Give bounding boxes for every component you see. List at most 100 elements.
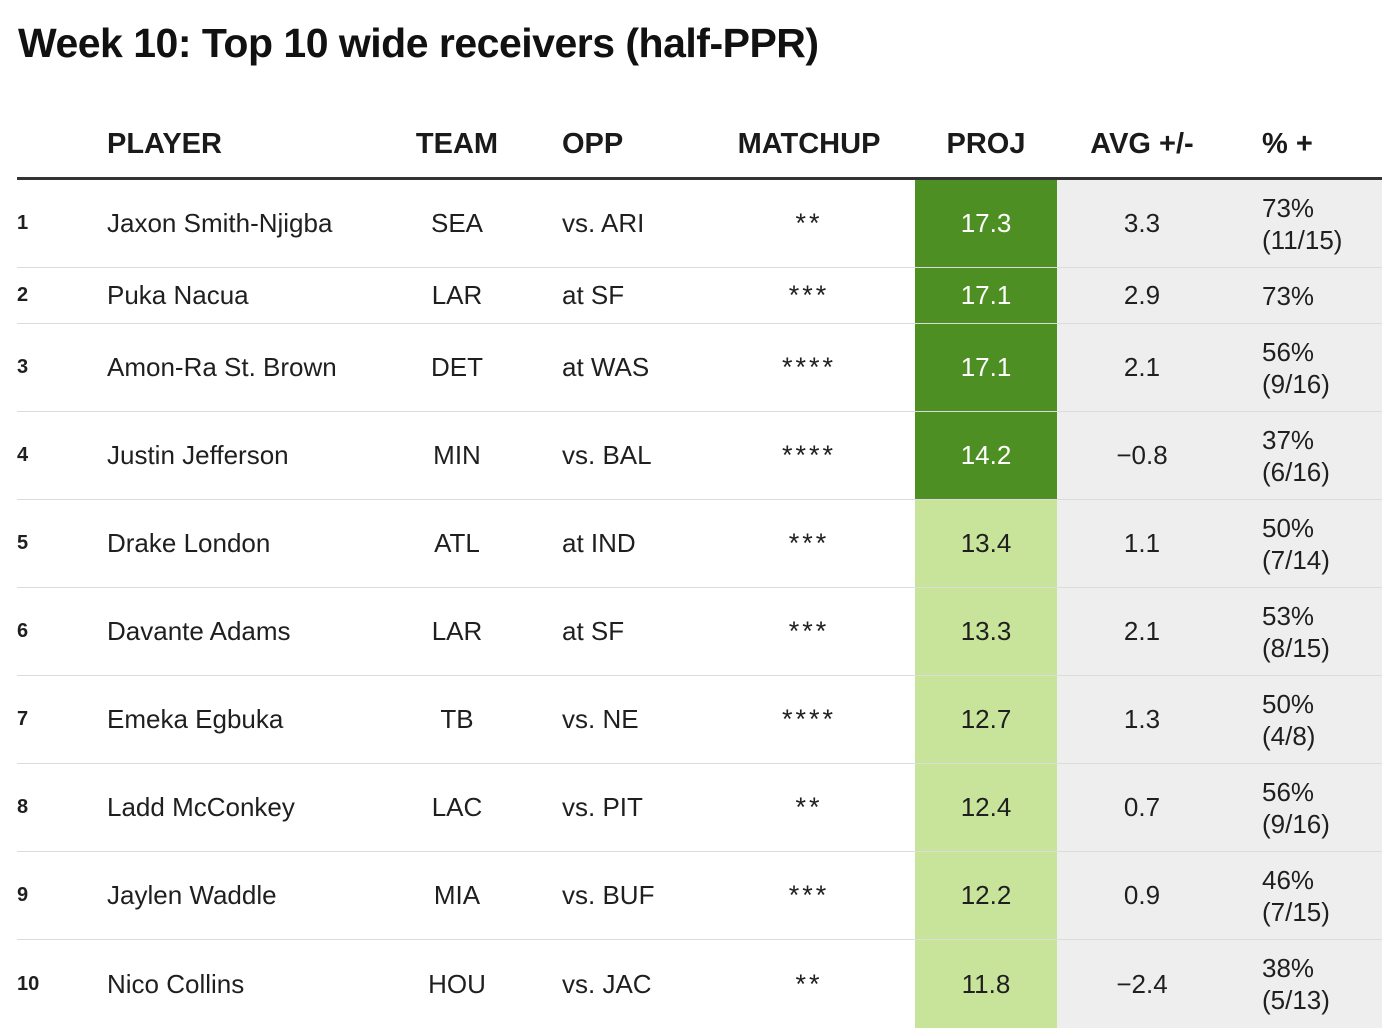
- avg-cell: 2.1: [1123, 616, 1161, 646]
- pct-cell: 50% (4/8): [1227, 676, 1382, 763]
- header-team[interactable]: TEAM: [415, 128, 499, 160]
- table-title: Week 10: Top 10 wide receivers (half-PPR…: [18, 20, 819, 66]
- opp-cell: vs. PIT: [562, 792, 643, 822]
- avg-cell: 2.9: [1123, 280, 1161, 310]
- pct-value: 46%: [1262, 864, 1315, 895]
- opp-cell: at WAS: [562, 352, 650, 382]
- stats-background: [1057, 588, 1382, 675]
- table-header: PLAYER TEAM OPP MATCHUP PROJ AVG +/- % +: [17, 110, 1382, 180]
- pct-detail: (5/13): [1262, 985, 1330, 1015]
- pct-value: 73%: [1262, 192, 1315, 223]
- proj-cell: 11.8: [915, 940, 1057, 1028]
- matchup-cell: ***: [788, 880, 830, 910]
- rank-cell: 5: [17, 532, 29, 554]
- team-cell: TB: [440, 704, 474, 734]
- header-proj[interactable]: PROJ: [946, 128, 1026, 160]
- table-row: 3 Amon-Ra St. Brown DET at WAS **** 17.1 2.1 56…: [17, 324, 1382, 412]
- stats-background: [1057, 940, 1382, 1028]
- stats-background: [1057, 180, 1382, 267]
- table-row: 10 Nico Collins HOU vs. JAC ** 11.8 −2.4 38% (5/…: [17, 940, 1382, 1028]
- pct-cell: 56% (9/16): [1227, 764, 1382, 851]
- avg-cell: −0.8: [1116, 440, 1168, 470]
- team-cell: ATL: [434, 528, 480, 558]
- header-opp[interactable]: OPP: [562, 128, 624, 160]
- pct-cell: 50% (7/14): [1227, 500, 1382, 587]
- team-cell: LAR: [431, 280, 483, 310]
- proj-cell: 14.2: [915, 412, 1057, 499]
- team-cell: LAR: [431, 616, 483, 646]
- avg-cell: 1.1: [1123, 528, 1161, 558]
- stats-background: [1057, 324, 1382, 411]
- team-cell: LAC: [431, 792, 483, 822]
- player-cell: Justin Jefferson: [107, 440, 289, 470]
- header-matchup[interactable]: MATCHUP: [737, 128, 881, 160]
- pct-cell: 73%: [1227, 268, 1382, 323]
- team-cell: MIA: [433, 880, 481, 910]
- pct-detail: (7/14): [1262, 544, 1330, 575]
- opp-cell: vs. NE: [562, 704, 639, 734]
- pct-detail: (11/15): [1262, 224, 1343, 255]
- pct-value: 56%: [1262, 336, 1315, 367]
- table-body: 1 Jaxon Smith-Njigba SEA vs. ARI ** 17.3 3.3 73…: [17, 180, 1382, 1028]
- header-pct[interactable]: % +: [1262, 128, 1313, 160]
- pct-detail: (8/15): [1262, 632, 1330, 663]
- rank-cell: 1: [17, 212, 29, 234]
- opp-cell: at SF: [562, 280, 625, 310]
- avg-cell: 0.7: [1123, 792, 1161, 822]
- table-row: 5 Drake London ATL at IND *** 13.4 1.1 50% (7/14…: [17, 500, 1382, 588]
- rankings-table: PLAYER TEAM OPP MATCHUP PROJ AVG +/- % +…: [17, 110, 1382, 1028]
- table-row: 7 Emeka Egbuka TB vs. NE **** 12.7 1.3 50% (4/8): [17, 676, 1382, 764]
- player-cell: Nico Collins: [107, 968, 245, 999]
- proj-cell: 17.1: [915, 324, 1057, 411]
- table-row: 2 Puka Nacua LAR at SF *** 17.1 2.9 73%: [17, 268, 1382, 324]
- matchup-cell: ***: [788, 616, 830, 646]
- stats-background: [1057, 268, 1382, 323]
- rank-cell: 4: [17, 444, 29, 466]
- player-cell: Emeka Egbuka: [107, 704, 284, 734]
- stats-background: [1057, 764, 1382, 851]
- pct-value: 37%: [1262, 424, 1315, 455]
- proj-cell: 12.2: [915, 852, 1057, 939]
- opp-cell: at IND: [562, 528, 636, 558]
- rank-cell: 8: [17, 796, 29, 818]
- avg-cell: 2.1: [1123, 352, 1161, 382]
- header-avg[interactable]: AVG +/-: [1090, 128, 1194, 160]
- table-row: 4 Justin Jefferson MIN vs. BAL **** 14.2 −0.8 3…: [17, 412, 1382, 500]
- opp-cell: at SF: [562, 616, 625, 646]
- stats-background: [1057, 500, 1382, 587]
- matchup-cell: ****: [781, 352, 837, 382]
- player-cell: Ladd McConkey: [107, 792, 295, 822]
- matchup-cell: ****: [781, 440, 837, 470]
- avg-cell: −2.4: [1116, 968, 1168, 999]
- opp-cell: vs. JAC: [562, 968, 652, 999]
- table-row: 9 Jaylen Waddle MIA vs. BUF *** 12.2 0.9 46% (7/…: [17, 852, 1382, 940]
- pct-value: 50%: [1262, 512, 1315, 543]
- pct-detail: (4/8): [1262, 720, 1316, 751]
- matchup-cell: ****: [781, 704, 837, 734]
- player-cell: Drake London: [107, 528, 271, 558]
- rank-cell: 6: [17, 620, 29, 642]
- player-cell: Jaxon Smith-Njigba: [107, 208, 333, 238]
- matchup-cell: ***: [788, 528, 830, 558]
- matchup-cell: ***: [788, 280, 830, 310]
- proj-cell: 12.4: [915, 764, 1057, 851]
- stats-background: [1057, 852, 1382, 939]
- pct-value: 53%: [1262, 600, 1315, 631]
- player-cell: Amon-Ra St. Brown: [107, 352, 337, 382]
- proj-cell: 13.3: [915, 588, 1057, 675]
- pct-cell: 73% (11/15): [1227, 180, 1382, 267]
- matchup-cell: **: [795, 968, 823, 999]
- pct-value: 56%: [1262, 776, 1315, 807]
- table-row: 6 Davante Adams LAR at SF *** 13.3 2.1 53% (8/15…: [17, 588, 1382, 676]
- pct-cell: 56% (9/16): [1227, 324, 1382, 411]
- header-player[interactable]: PLAYER: [107, 128, 222, 160]
- pct-detail: (9/16): [1262, 368, 1330, 399]
- table-row: 8 Ladd McConkey LAC vs. PIT ** 12.4 0.7 56% (9/1…: [17, 764, 1382, 852]
- stats-background: [1057, 676, 1382, 763]
- matchup-cell: **: [795, 208, 823, 238]
- rank-cell: 9: [17, 884, 29, 906]
- pct-detail: (9/16): [1262, 808, 1330, 839]
- proj-cell: 13.4: [915, 500, 1057, 587]
- table-row: 1 Jaxon Smith-Njigba SEA vs. ARI ** 17.3 3.3 73…: [17, 180, 1382, 268]
- player-cell: Davante Adams: [107, 616, 291, 646]
